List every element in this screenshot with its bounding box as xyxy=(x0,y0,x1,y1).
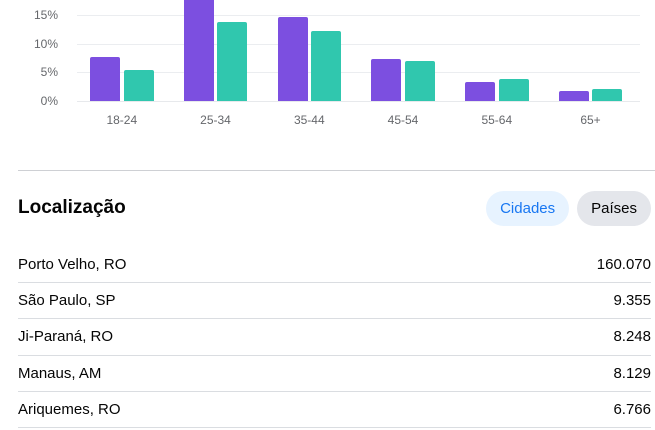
bar-teal-18-24 xyxy=(123,70,154,101)
cities-list: Porto Velho, RO 160.070 São Paulo, SP 9.… xyxy=(18,247,651,428)
list-item: Ariquemes, RO 6.766 xyxy=(18,392,651,428)
list-item: Manaus, AM 8.129 xyxy=(18,356,651,392)
y-tick-label: 15% xyxy=(33,8,58,22)
x-tick-label: 25-34 xyxy=(200,113,231,127)
chart-plot xyxy=(0,0,655,101)
location-header: Localização Cidades Países xyxy=(18,188,651,228)
x-tick-label: 45-54 xyxy=(387,113,419,127)
city-value: 8.248 xyxy=(613,328,651,346)
city-name: São Paulo, SP xyxy=(18,292,116,310)
city-value: 6.766 xyxy=(613,400,651,418)
bar-purple-25-34 xyxy=(183,0,214,101)
bar-teal-55-64 xyxy=(498,78,529,101)
gridline-15% xyxy=(77,15,640,16)
y-tick-label: 5% xyxy=(40,65,58,80)
location-tab-group: Cidades Países xyxy=(486,190,651,226)
x-tick-label: 65+ xyxy=(580,113,601,127)
bar-purple-45-54 xyxy=(371,59,402,101)
y-tick-label: 10% xyxy=(33,36,58,51)
x-tick-label: 35-44 xyxy=(293,113,325,127)
gridline-0% xyxy=(77,101,640,102)
gridline-10% xyxy=(77,43,640,45)
city-value: 160.070 xyxy=(596,256,651,274)
list-item: São Paulo, SP 9.355 xyxy=(18,283,651,320)
list-item: Porto Velho, RO 160.070 xyxy=(18,247,651,284)
bar-teal-25-34 xyxy=(217,21,248,101)
list-item: Ji-Paraná, RO 8.248 xyxy=(18,319,651,356)
tab-cidades[interactable]: Cidades xyxy=(486,190,570,226)
bar-teal-45-54 xyxy=(404,60,435,101)
city-name: Ariquemes, RO xyxy=(18,400,121,418)
section-divider xyxy=(18,170,655,171)
city-name: Ji-Paraná, RO xyxy=(18,328,114,346)
bar-purple-65+ xyxy=(558,90,589,101)
gridline-5% xyxy=(77,72,640,74)
bar-teal-65+ xyxy=(592,89,623,101)
location-section-title: Localização xyxy=(18,197,126,218)
bar-purple-35-44 xyxy=(277,17,308,101)
bar-purple-18-24 xyxy=(90,56,120,101)
city-value: 9.355 xyxy=(613,292,651,310)
x-tick-label: 18-24 xyxy=(106,113,138,127)
tab-paises[interactable]: Países xyxy=(577,190,651,226)
bar-teal-35-44 xyxy=(311,31,341,101)
age-demographics-chart: 15% 10% 5% 0% 18-24 25-34 35-44 45-54 55-64 65+ xyxy=(0,0,655,145)
city-name: Porto Velho, RO xyxy=(18,256,127,274)
city-value: 8.129 xyxy=(613,364,651,382)
x-tick-label: 55-64 xyxy=(481,113,513,127)
city-name: Manaus, AM xyxy=(18,364,102,382)
y-tick-label: 0% xyxy=(40,94,58,108)
bar-purple-55-64 xyxy=(465,82,495,101)
